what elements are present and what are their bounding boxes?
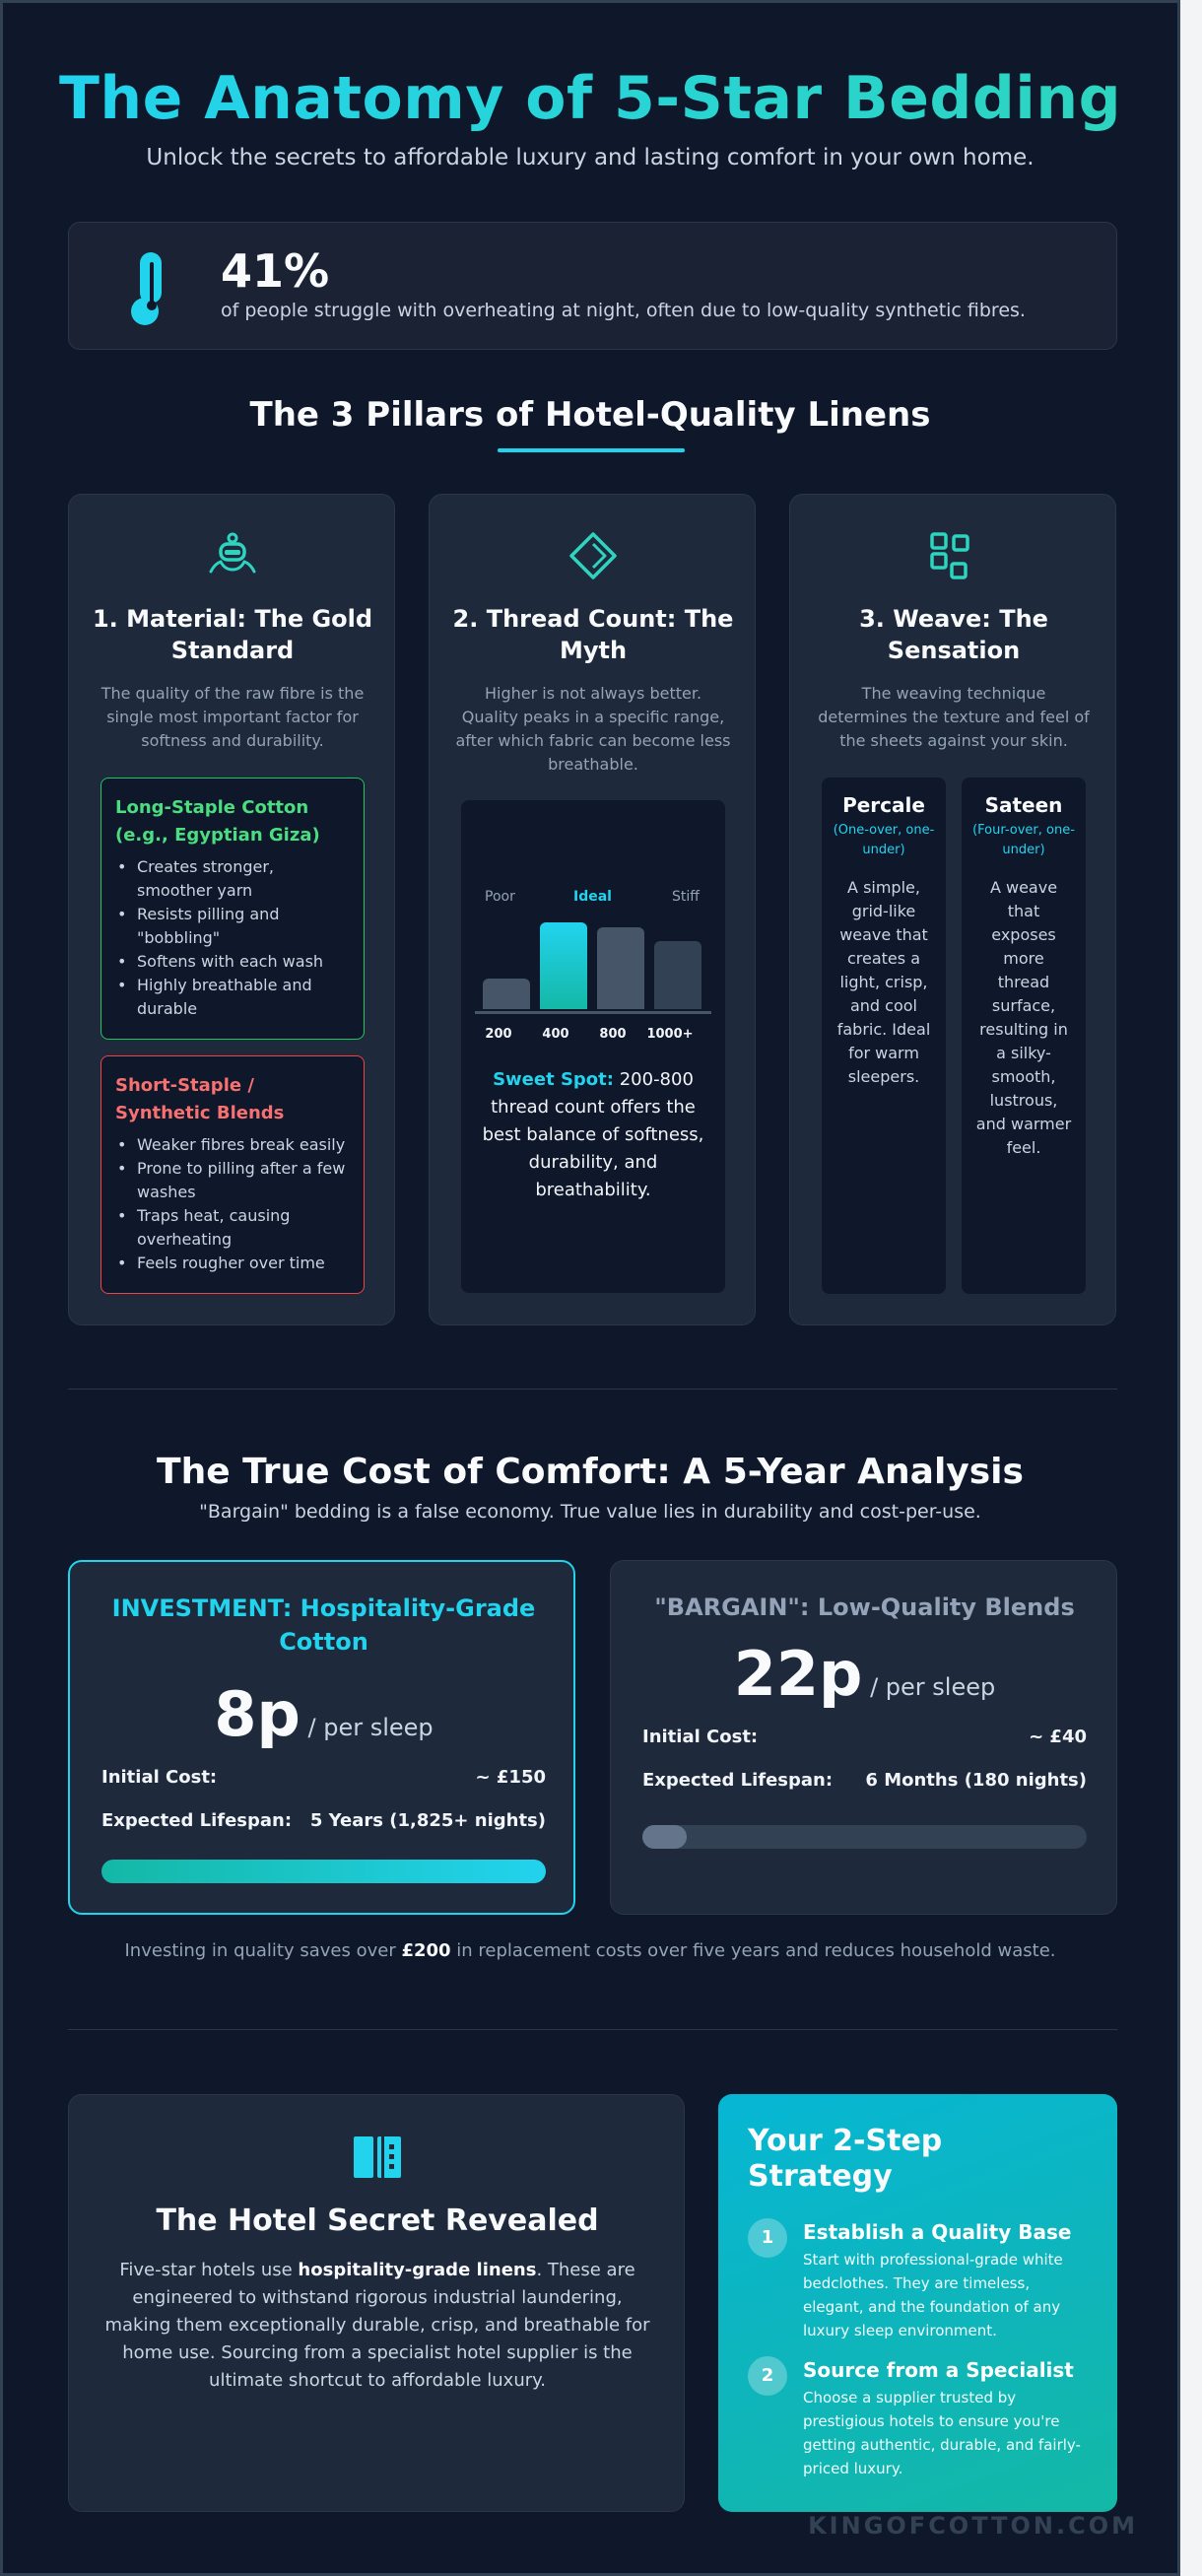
investment-title: INVESTMENT: Hospitality-Grade Cotton bbox=[111, 1594, 536, 1656]
price-value: 8p bbox=[214, 1678, 300, 1750]
list-item: Creates stronger, smoother yarn bbox=[115, 855, 350, 903]
diamond-icon bbox=[569, 532, 617, 579]
short-staple-box: Short-Staple / Synthetic Blends Weaker f… bbox=[100, 1055, 365, 1294]
short-staple-title: Short-Staple / Synthetic Blends bbox=[115, 1075, 285, 1123]
section-divider bbox=[68, 1389, 1117, 1390]
watermark: KINGOFCOTTON.COM bbox=[808, 2512, 1138, 2540]
stat-text: of people struggle with overheating at n… bbox=[221, 300, 1026, 321]
cost-subtitle: "Bargain" bedding is a false economy. Tr… bbox=[199, 1501, 981, 1523]
list-item: Weaker fibres break easily bbox=[115, 1133, 350, 1157]
savings-amount: £200 bbox=[401, 1940, 451, 1961]
pillar-title: 3. Weave: The Sensation bbox=[859, 605, 1048, 664]
weave-description: A simple, grid-like weave that creates a… bbox=[836, 878, 931, 1086]
pillar-material: 1. Material: The Gold Standard The quali… bbox=[68, 494, 395, 1325]
weave-description: A weave that exposes more thread surface… bbox=[975, 878, 1072, 1157]
secret-title: The Hotel Secret Revealed bbox=[156, 2203, 599, 2238]
thread-count-bar-800 bbox=[597, 927, 644, 1009]
price-value: 22p bbox=[733, 1638, 863, 1710]
thread-count-bar-1000+ bbox=[654, 941, 701, 1009]
lifespan-label: Expected Lifespan: bbox=[642, 1770, 834, 1791]
thread-count-bar-400 bbox=[540, 922, 587, 1009]
initial-cost-label: Initial Cost: bbox=[101, 1767, 218, 1788]
list-item: Resists pilling and "bobbling" bbox=[115, 903, 350, 950]
price-unit: / per sleep bbox=[862, 1673, 996, 1701]
pillar-description: Higher is not always better. Quality pea… bbox=[455, 684, 731, 774]
lifespan-bar bbox=[642, 1825, 1087, 1849]
pillar-description: The weaving technique determines the tex… bbox=[818, 684, 1090, 750]
lifespan-label: Expected Lifespan: bbox=[101, 1810, 293, 1831]
step-text: Choose a supplier trusted by prestigious… bbox=[803, 2389, 1081, 2477]
bargain-title: "BARGAIN": Low-Quality Blends bbox=[654, 1593, 1075, 1621]
step-number: 1 bbox=[748, 2218, 787, 2258]
lifespan-bar bbox=[101, 1860, 546, 1883]
strategy-title: Your 2-Step Strategy bbox=[748, 2124, 943, 2194]
tick-label: 200 bbox=[485, 1027, 512, 1042]
percale-card: Percale (One-over, one-under) A simple, … bbox=[822, 778, 946, 1294]
tick-label: 1000+ bbox=[646, 1027, 694, 1042]
weave-name: Percale bbox=[842, 793, 925, 817]
chart-axis bbox=[475, 1011, 711, 1014]
bargain-price: 22p / per sleep bbox=[611, 1638, 1118, 1710]
long-staple-title: Long-Staple Cotton (e.g., Egyptian Giza) bbox=[115, 797, 320, 846]
sweet-spot-text: 200-800 thread count offers the best bal… bbox=[482, 1069, 704, 1200]
overheating-stat-card: 41% of people struggle with overheating … bbox=[68, 222, 1117, 350]
thread-count-chart: Poor Ideal Stiff 200 400 800 1000+ Sweet… bbox=[461, 800, 725, 1293]
thermometer-icon bbox=[131, 252, 162, 325]
linen-cabinet-icon bbox=[354, 2136, 401, 2178]
thread-count-bar-200 bbox=[483, 979, 530, 1009]
list-item: Prone to pilling after a few washes bbox=[115, 1157, 350, 1204]
list-item: Highly breathable and durable bbox=[115, 974, 350, 1021]
hotel-secret-card: The Hotel Secret Revealed Five-star hote… bbox=[68, 2094, 685, 2512]
weave-pattern: (Four-over, one-under) bbox=[972, 823, 1075, 857]
label-stiff: Stiff bbox=[672, 889, 700, 905]
grid-icon bbox=[930, 532, 969, 579]
pillar-title: 2. Thread Count: The Myth bbox=[452, 605, 734, 664]
price-unit: / per sleep bbox=[300, 1714, 434, 1741]
investment-card: INVESTMENT: Hospitality-Grade Cotton 8p … bbox=[68, 1560, 575, 1915]
list-item: Feels rougher over time bbox=[115, 1252, 350, 1275]
sateen-card: Sateen (Four-over, one-under) A weave th… bbox=[962, 778, 1086, 1294]
label-ideal: Ideal bbox=[573, 889, 612, 905]
pillar-weave: 3. Weave: The Sensation The weaving tech… bbox=[789, 494, 1116, 1325]
step-text: Start with professional-grade white bedc… bbox=[803, 2251, 1063, 2339]
step-title: Source from a Specialist bbox=[803, 2358, 1074, 2382]
bargain-card: "BARGAIN": Low-Quality Blends 22p / per … bbox=[610, 1560, 1117, 1915]
tick-label: 800 bbox=[599, 1027, 627, 1042]
section-divider bbox=[68, 2029, 1117, 2030]
initial-cost-value: ~ £150 bbox=[475, 1767, 546, 1788]
secret-highlight: hospitality-grade linens bbox=[298, 2260, 537, 2280]
pillar-description: The quality of the raw fibre is the sing… bbox=[100, 684, 365, 750]
weave-name: Sateen bbox=[984, 793, 1063, 817]
long-staple-box: Long-Staple Cotton (e.g., Egyptian Giza)… bbox=[100, 778, 365, 1040]
label-poor: Poor bbox=[485, 889, 515, 905]
step-title: Establish a Quality Base bbox=[803, 2220, 1072, 2244]
cotton-plant-icon bbox=[209, 532, 256, 574]
lifespan-bar-fill bbox=[642, 1825, 688, 1849]
secret-text: Five-star hotels use hospitality-grade l… bbox=[104, 2260, 650, 2391]
pillar-thread-count: 2. Thread Count: The Myth Higher is not … bbox=[429, 494, 756, 1325]
sweet-spot-note: Sweet Spot: 200-800 thread count offers … bbox=[475, 1066, 711, 1204]
sweet-spot-label: Sweet Spot: bbox=[493, 1069, 614, 1090]
pillars-title: The 3 Pillars of Hotel-Quality Linens bbox=[249, 395, 931, 435]
title-underline bbox=[498, 448, 685, 452]
pillar-title: 1. Material: The Gold Standard bbox=[92, 605, 373, 664]
cost-title: The True Cost of Comfort: A 5-Year Analy… bbox=[157, 1452, 1024, 1492]
list-item: Traps heat, causing overheating bbox=[115, 1204, 350, 1252]
tick-label: 400 bbox=[542, 1027, 569, 1042]
initial-cost-value: ~ £40 bbox=[1029, 1727, 1087, 1747]
lifespan-value: 6 Months (180 nights) bbox=[865, 1770, 1087, 1791]
investment-price: 8p / per sleep bbox=[70, 1678, 577, 1750]
page-subtitle: Unlock the secrets to affordable luxury … bbox=[146, 145, 1035, 170]
page-title: The Anatomy of 5-Star Bedding bbox=[58, 64, 1122, 133]
step-number: 2 bbox=[748, 2356, 787, 2396]
list-item: Softens with each wash bbox=[115, 950, 350, 974]
thread-count-bars bbox=[483, 918, 703, 1009]
initial-cost-label: Initial Cost: bbox=[642, 1727, 759, 1747]
lifespan-value: 5 Years (1,825+ nights) bbox=[309, 1810, 546, 1831]
stat-value: 41% bbox=[221, 244, 330, 298]
weave-pattern: (One-over, one-under) bbox=[833, 823, 935, 857]
savings-note: Investing in quality saves over £200 in … bbox=[124, 1940, 1056, 1961]
strategy-card: Your 2-Step Strategy 1 Establish a Quali… bbox=[718, 2094, 1117, 2512]
